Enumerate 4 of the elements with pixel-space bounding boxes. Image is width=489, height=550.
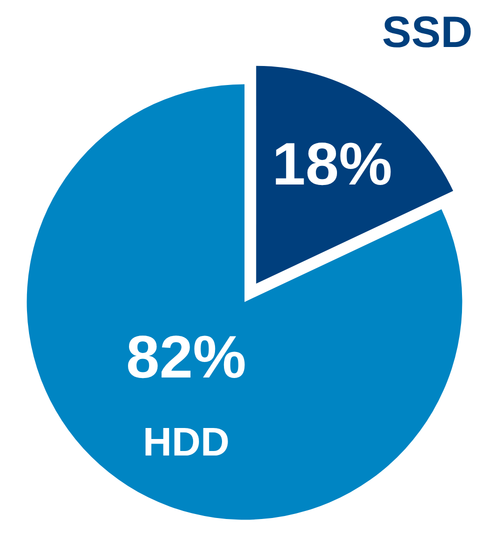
data-label: 18% bbox=[272, 130, 392, 198]
slice-label: HDD bbox=[142, 420, 230, 464]
data-label: 82% bbox=[126, 323, 246, 390]
slice-label: SSD bbox=[382, 8, 472, 57]
